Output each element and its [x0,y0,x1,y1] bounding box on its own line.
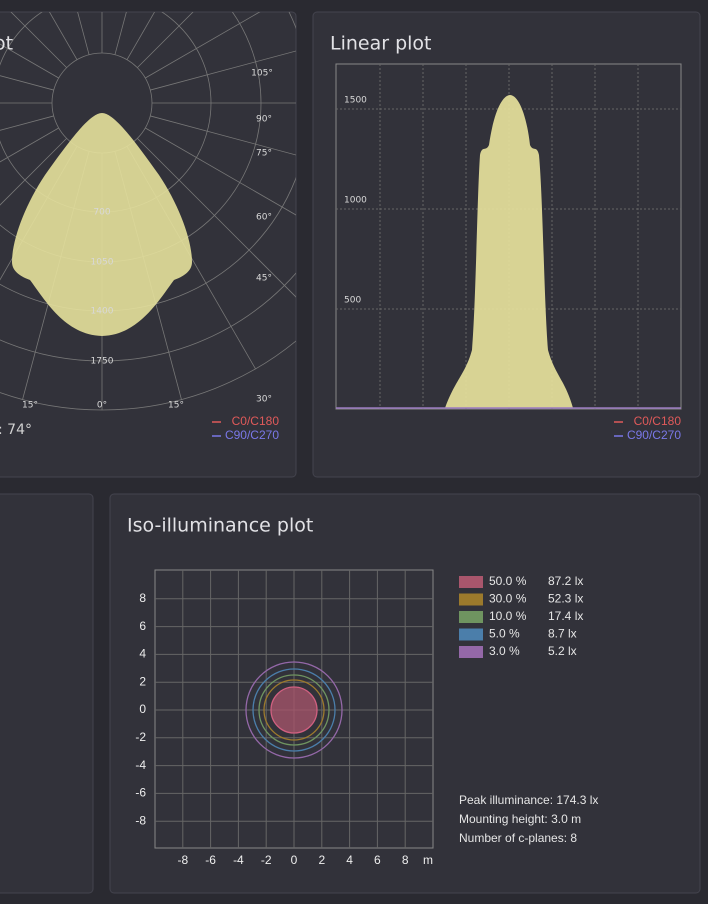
y-tick-label: 1500 [344,96,367,106]
polar-spoke [0,43,59,79]
legend-lux: 52.3 lx [548,592,583,606]
polar-spoke [77,12,90,55]
y-tick-label: 1000 [344,196,367,206]
angle-label: 45° [256,274,272,284]
iso-lines [245,661,343,759]
y-tick-label: 6 [139,619,146,633]
iso-contour [263,679,325,741]
iso-contour [252,668,336,752]
iso-contour [258,674,330,746]
info-line: Number of c-planes: 8 [459,831,577,845]
polar-spoke [10,12,67,68]
legend-percent: 30.0 % [489,592,527,606]
legend-lux: 5.2 lx [548,644,577,658]
legend-label: C90/C270 [225,428,279,442]
y-tick-label: -4 [135,758,146,772]
angle-label: 105° [251,69,273,79]
legend-swatch [459,611,483,623]
polar-spoke [137,138,296,298]
side-panel [0,493,94,894]
angle-label: 15° [168,401,184,411]
x-tick-label: -6 [205,853,216,867]
legend-percent: 50.0 % [489,574,527,588]
polar-plot [0,12,296,411]
polar-spoke [150,50,296,91]
panel-title: Linear plot [330,33,432,55]
x-tick-label: 0 [291,853,298,867]
y-tick-label: 4 [139,647,146,661]
radial-label: 700 [93,208,110,218]
legend-percent: 3.0 % [489,644,520,658]
intensity-curve [445,95,573,408]
polar-spoke [114,12,127,55]
legend-swatch [459,646,483,658]
y-tick-label: -6 [135,786,146,800]
legend-swatch [459,593,483,606]
x-tick-label: -8 [177,853,188,867]
info-line: Mounting height: 3.0 m [459,812,581,826]
angle-label: 75° [256,149,272,159]
x-tick-label: 6 [374,853,381,867]
info-line: Peak illuminance: 174.3 lx [459,793,598,807]
polar-spoke [145,127,296,216]
x-tick-label: 4 [346,853,353,867]
polar-spoke [145,12,261,79]
angle-label: 0° [97,401,107,411]
y-tick-label: -8 [135,813,146,827]
x-tick-label: 2 [318,853,325,867]
polar-spoke [0,75,54,91]
y-tick-label: 2 [139,674,146,688]
x-tick-label: -4 [233,853,244,867]
y-tick-label: -2 [135,730,146,744]
polar-spoke [48,12,78,60]
legend-lux: 17.4 lx [548,609,583,623]
legend-label: C0/C180 [634,414,682,428]
radial-label: 1750 [91,357,114,367]
radial-label: 1050 [91,258,114,268]
angle-label: 60° [256,213,272,223]
x-tick-label: 8 [402,853,409,867]
y-tick-label: 0 [139,702,146,716]
polar-spoke [150,115,296,156]
caption: : 74° [0,422,32,438]
legend-percent: 10.0 % [489,609,527,623]
polar-spoke [126,12,156,60]
legend-percent: 5.0 % [489,627,520,641]
iso-contour [245,661,343,759]
legend-swatch [459,628,483,641]
legend-label: C0/C180 [232,414,280,428]
angle-label: 90° [256,115,272,125]
y-tick-label: 8 [139,591,146,605]
polar-spoke [137,12,194,68]
legend-lux: 87.2 lx [548,574,583,588]
angle-label: 15° [22,401,38,411]
legend-label: C90/C270 [627,428,681,442]
panel-title: ot [0,33,13,55]
polar-spoke [0,115,54,131]
polar-spoke [0,127,59,163]
iso-contour [270,686,318,734]
panel-title: Iso-illuminance plot [127,515,313,537]
angle-label: 30° [256,395,272,405]
polar-shape [12,113,192,336]
grid [155,570,433,848]
x-unit: m [423,853,433,867]
x-tick-label: -2 [261,853,272,867]
y-tick-label: 500 [344,296,361,306]
legend-swatch [459,576,483,588]
legend-lux: 8.7 lx [548,627,577,641]
polar-spoke [0,138,67,206]
radial-label: 1400 [91,307,114,317]
